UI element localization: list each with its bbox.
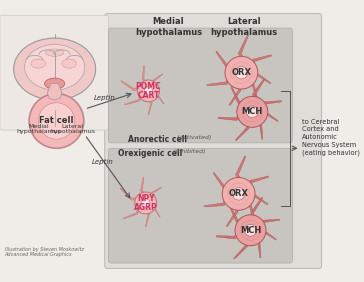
Polygon shape: [218, 111, 241, 120]
Text: ORX: ORX: [229, 189, 249, 198]
Circle shape: [29, 94, 84, 148]
Polygon shape: [226, 205, 238, 226]
Text: Illustration by Steven Moskowitz: Illustration by Steven Moskowitz: [5, 247, 84, 252]
Polygon shape: [151, 208, 160, 217]
Polygon shape: [47, 84, 62, 100]
Polygon shape: [204, 196, 227, 207]
Text: Advanced Medical Graphics: Advanced Medical Graphics: [5, 252, 72, 257]
Polygon shape: [238, 35, 249, 60]
Circle shape: [237, 96, 268, 127]
Circle shape: [246, 106, 258, 118]
Polygon shape: [263, 112, 278, 122]
Text: MCH: MCH: [240, 226, 261, 235]
Polygon shape: [229, 84, 241, 105]
Polygon shape: [261, 219, 280, 228]
Circle shape: [235, 215, 266, 246]
Circle shape: [38, 103, 75, 139]
Polygon shape: [123, 207, 139, 219]
Polygon shape: [231, 86, 246, 104]
Ellipse shape: [31, 59, 46, 68]
Polygon shape: [236, 156, 246, 181]
Polygon shape: [151, 187, 162, 198]
Circle shape: [232, 188, 245, 200]
Circle shape: [225, 56, 258, 89]
Circle shape: [222, 177, 255, 210]
Polygon shape: [229, 205, 244, 222]
Circle shape: [245, 224, 256, 236]
Text: Lateral
hypothalamus: Lateral hypothalamus: [210, 17, 278, 37]
Text: MCH: MCH: [242, 107, 263, 116]
Polygon shape: [207, 75, 230, 86]
Polygon shape: [213, 172, 230, 188]
Polygon shape: [145, 212, 150, 227]
Circle shape: [235, 67, 248, 79]
FancyBboxPatch shape: [0, 15, 108, 130]
Text: POMC
CART: POMC CART: [136, 81, 161, 100]
FancyBboxPatch shape: [105, 14, 321, 268]
Polygon shape: [243, 204, 256, 222]
Polygon shape: [263, 101, 282, 110]
Ellipse shape: [45, 78, 65, 89]
Ellipse shape: [62, 59, 76, 68]
Polygon shape: [253, 241, 261, 258]
Polygon shape: [251, 197, 263, 220]
Ellipse shape: [46, 49, 64, 56]
Ellipse shape: [14, 38, 96, 100]
FancyBboxPatch shape: [108, 148, 292, 263]
FancyBboxPatch shape: [108, 28, 292, 143]
Polygon shape: [141, 177, 147, 194]
Text: Medial
hypothalamus: Medial hypothalamus: [135, 17, 202, 37]
Text: ORX: ORX: [232, 68, 252, 77]
Polygon shape: [153, 74, 163, 85]
Polygon shape: [154, 95, 164, 104]
Text: NPY
AGRP: NPY AGRP: [134, 193, 158, 212]
Circle shape: [144, 87, 153, 95]
Circle shape: [135, 192, 157, 214]
Circle shape: [138, 80, 159, 102]
Polygon shape: [236, 121, 249, 140]
Polygon shape: [250, 194, 268, 205]
Polygon shape: [121, 80, 141, 91]
Text: (inhibited): (inhibited): [171, 149, 206, 154]
Polygon shape: [120, 188, 139, 200]
Polygon shape: [252, 55, 272, 69]
Polygon shape: [246, 83, 258, 101]
Text: to Cerebral
Cortex and
Autonomic
Nervous System
(eating behavior): to Cerebral Cortex and Autonomic Nervous…: [302, 119, 360, 156]
Polygon shape: [216, 230, 239, 239]
Text: Lateral
hypothalamus: Lateral hypothalamus: [50, 124, 95, 135]
Polygon shape: [124, 94, 142, 105]
Text: Leptin: Leptin: [94, 95, 116, 101]
Text: Leptin: Leptin: [92, 159, 114, 165]
Polygon shape: [234, 240, 247, 259]
Text: Fat cell: Fat cell: [39, 116, 74, 125]
Polygon shape: [147, 100, 152, 114]
Text: Orexigenic cell: Orexigenic cell: [118, 149, 183, 158]
Ellipse shape: [25, 45, 85, 90]
Polygon shape: [254, 123, 263, 139]
Text: Medial
hypothalamus: Medial hypothalamus: [17, 124, 62, 135]
Polygon shape: [142, 66, 149, 83]
Text: (activated): (activated): [175, 135, 211, 140]
Polygon shape: [253, 73, 271, 84]
Circle shape: [142, 199, 150, 207]
Text: Anorectic cell: Anorectic cell: [127, 135, 186, 144]
Polygon shape: [249, 176, 269, 190]
Polygon shape: [261, 231, 276, 240]
Polygon shape: [216, 51, 233, 67]
Polygon shape: [253, 79, 265, 101]
